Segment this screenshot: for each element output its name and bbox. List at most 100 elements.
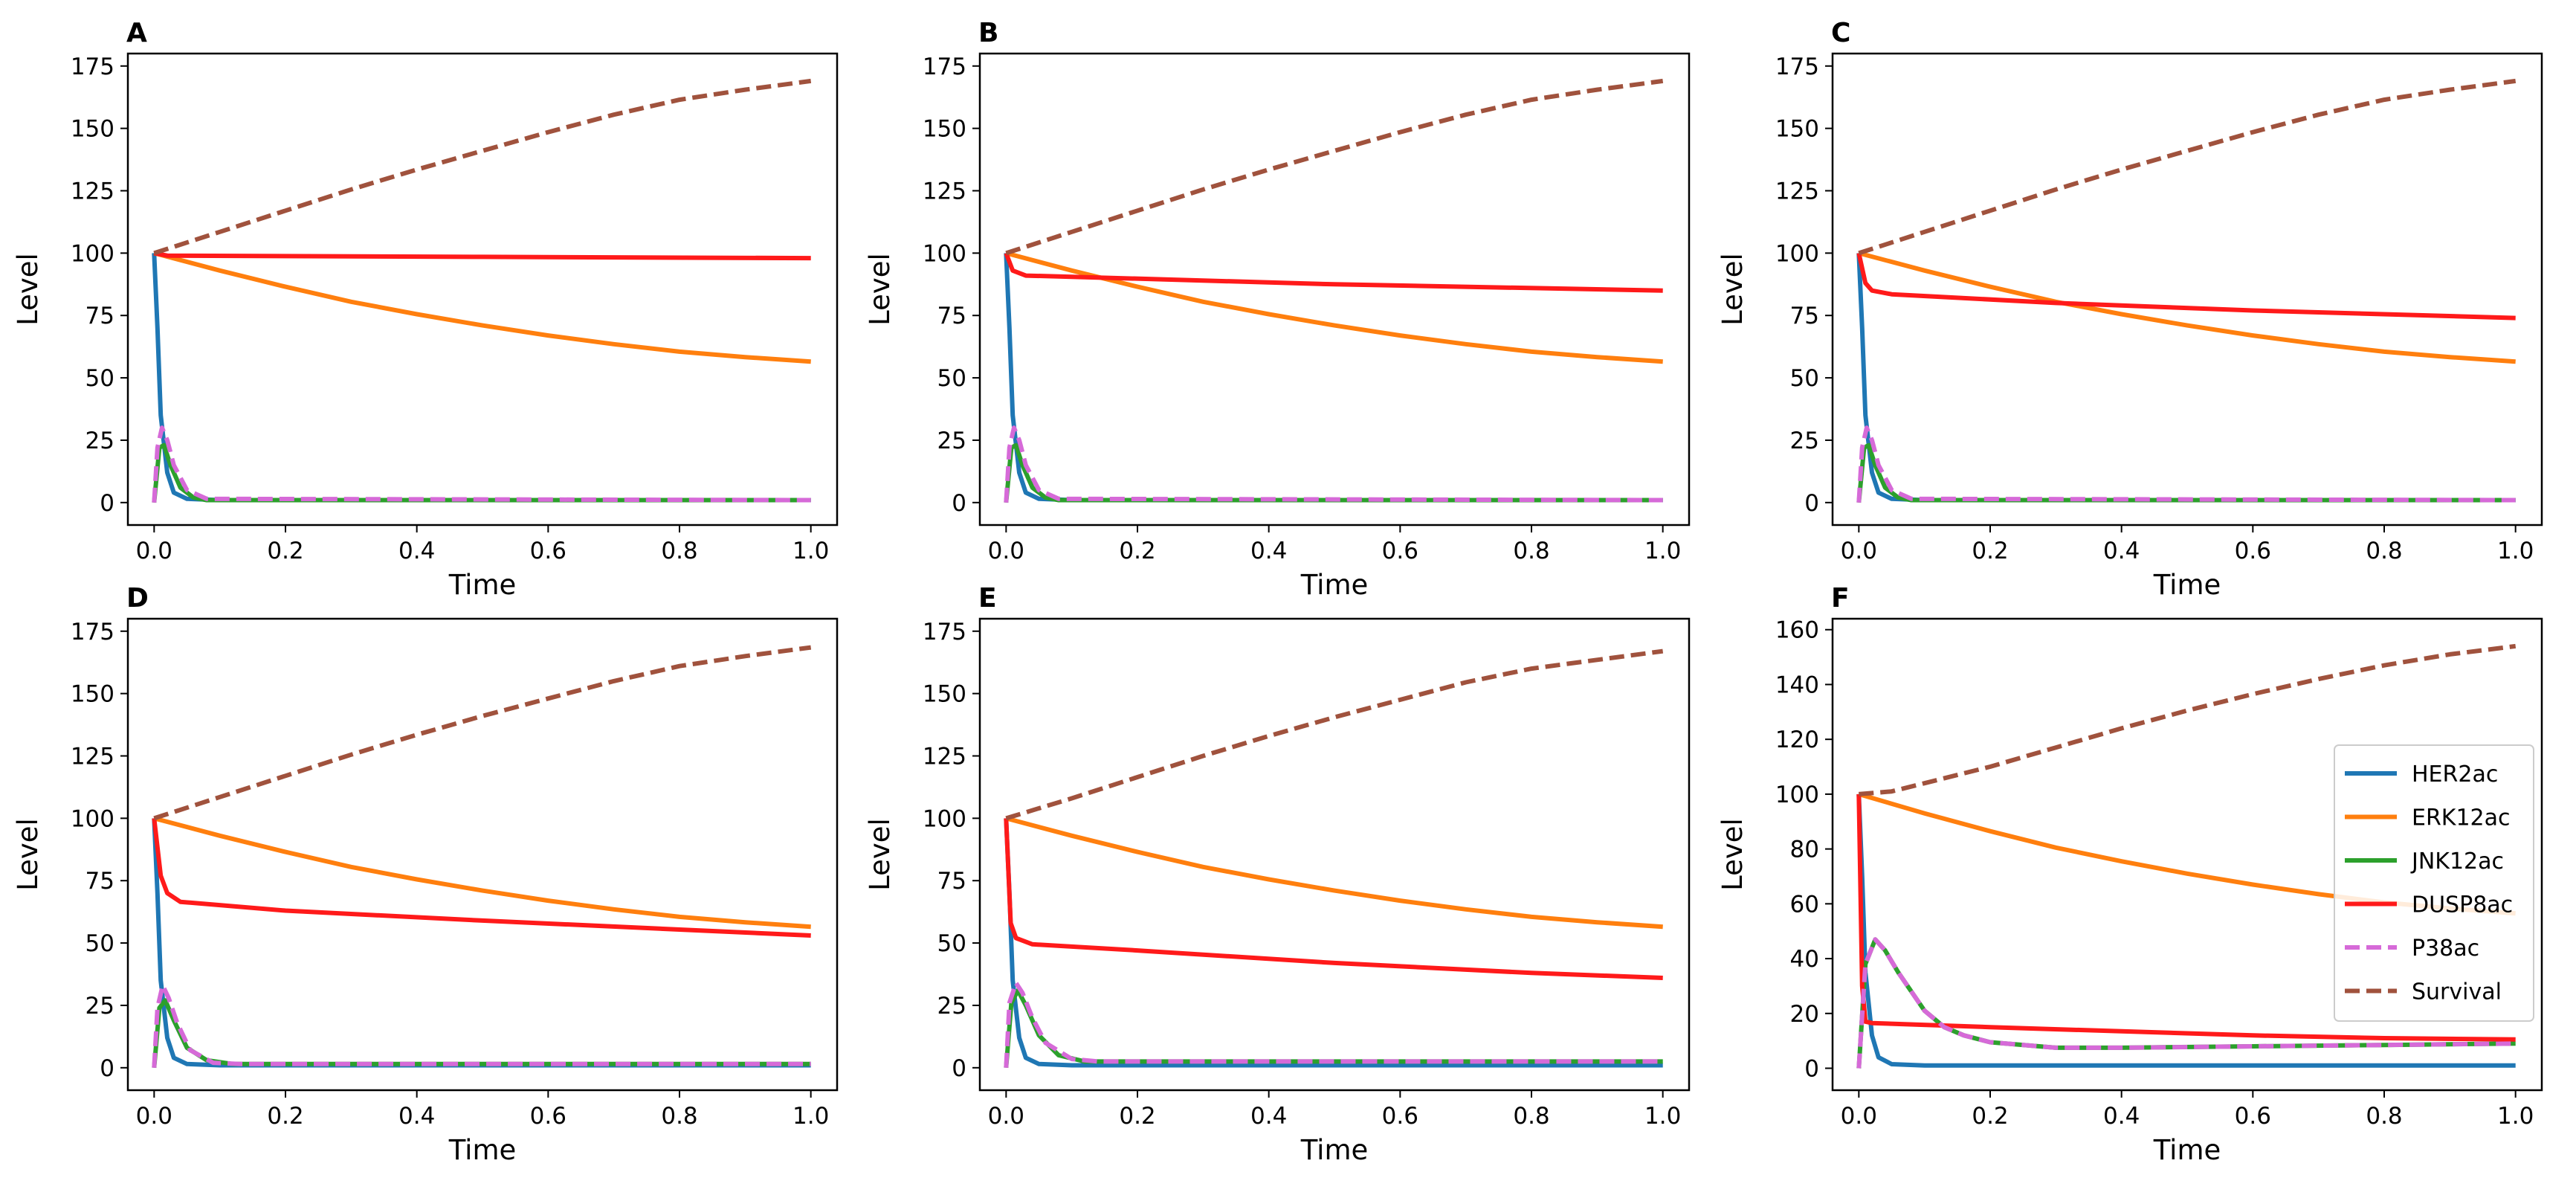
panel-e-xtick-label: 0.2 — [1119, 1103, 1155, 1130]
panel-c-series-survival — [1858, 78, 2517, 256]
panel-f-xtick-label: 0.4 — [2103, 1103, 2140, 1130]
panel-f-axes-frame — [1831, 617, 2543, 1092]
panel-f-xtick-label: 0.6 — [2235, 1103, 2271, 1130]
panel-b-xlabel: Time — [1300, 569, 1369, 601]
panel-f-xlabel: Time — [2153, 1134, 2221, 1166]
panel-f-ytick-label: 160 — [1775, 617, 1819, 644]
panel-e-series-erk12ac — [1005, 816, 1663, 930]
panel-d-ylabel: Level — [12, 818, 44, 891]
panel-f-ylabel: Level — [1717, 818, 1749, 891]
panel-e-xtick-label: 0.6 — [1382, 1103, 1418, 1130]
panel-a-ylabel: Level — [12, 253, 44, 326]
panel-b-xtick-label: 0.6 — [1382, 538, 1418, 564]
panel-a-xtick-label: 0.8 — [661, 538, 697, 564]
panel-c-ytick-label: 100 — [1775, 240, 1819, 267]
panel-e: E 0.0 0.2 0.4 0.6 0.8 1.0 0 25 50 75 100 125 150 175 Ti… — [864, 583, 1691, 1166]
panel-b-axes-frame — [978, 52, 1691, 527]
panel-a-ytick-label: 0 — [100, 490, 114, 517]
legend-label-survival: Survival — [2412, 979, 2502, 1005]
legend-label-jnk12ac: JNK12ac — [2410, 849, 2504, 875]
panel-b: B 0.0 0.2 0.4 0.6 0.8 1.0 0 25 50 75 100 125 150 175 Ti… — [864, 18, 1691, 601]
panel-e-series-jnk12ac — [1004, 988, 1663, 1069]
panel-d-axes-frame — [126, 617, 839, 1092]
panel-a-xtick-label: 1.0 — [793, 538, 829, 564]
panel-b-ytick-label: 100 — [923, 240, 966, 267]
panel-c-xtick-label: 0.0 — [1841, 538, 1877, 564]
panel-c-series-p38ac — [1856, 425, 2516, 503]
panel-b-xtick-label: 1.0 — [1644, 538, 1681, 564]
panel-f-series-p38ac — [1856, 937, 2516, 1069]
panel-f: F 0.0 0.2 0.4 0.6 0.8 1.0 0 20 40 60 80 100 120 140 160… — [1717, 583, 2543, 1166]
panel-d-series-dusp8ac — [152, 818, 811, 938]
panel-e-ytick-label: 0 — [952, 1055, 966, 1082]
panel-b-ytick-label: 175 — [923, 54, 966, 80]
panel-d-ytick-label: 0 — [100, 1055, 114, 1082]
panel-c-label: C — [1831, 18, 1850, 48]
panel-f-ytick-label: 60 — [1790, 891, 1819, 918]
panel-c-ytick-label: 125 — [1775, 178, 1819, 205]
panel-c-series-erk12ac — [1858, 251, 2516, 364]
panel-f-xtick-label: 1.0 — [2497, 1103, 2534, 1130]
panel-c-ytick-label: 50 — [1790, 365, 1819, 392]
panel-f-ytick-label: 100 — [1775, 782, 1819, 808]
panel-b-ytick-label: 0 — [952, 490, 966, 517]
panel-a-series-group — [152, 78, 812, 503]
panel-b-ylabel: Level — [864, 253, 896, 326]
panel-e-ytick-label: 150 — [923, 681, 966, 708]
panel-e-xlabel: Time — [1300, 1134, 1369, 1166]
panel-d-series-jnk12ac — [152, 998, 811, 1069]
panel-d-series-survival — [153, 645, 812, 821]
panel-d-series-her2ac — [152, 818, 811, 1068]
panel-e-xtick-label: 0.0 — [988, 1103, 1024, 1130]
panel-d-ytick-label: 75 — [85, 868, 114, 895]
panel-d-label: D — [126, 583, 149, 614]
panel-b-ytick-label: 75 — [937, 303, 966, 329]
panel-d-xtick-label: 0.4 — [398, 1103, 435, 1130]
panel-b-label: B — [978, 18, 998, 48]
panel-a-xtick-label: 0.0 — [136, 538, 172, 564]
panel-c-xtick-label: 0.6 — [2235, 538, 2271, 564]
panel-a-ytick-label: 175 — [71, 54, 114, 80]
legend-label-p38ac: P38ac — [2412, 936, 2479, 962]
panel-a-series-survival — [153, 78, 812, 256]
panel-e-series-dusp8ac — [1004, 818, 1663, 980]
panel-e-series-p38ac — [1004, 980, 1663, 1068]
panel-f-ytick-label: 20 — [1790, 1001, 1819, 1028]
panel-d-ytick-label: 100 — [71, 805, 114, 832]
panel-a-ytick-label: 125 — [71, 178, 114, 205]
panel-b-series-erk12ac — [1005, 251, 1663, 364]
panel-e-ytick-label: 25 — [937, 993, 966, 1020]
panel-b-ytick-label: 50 — [937, 365, 966, 392]
panel-f-xtick-label: 0.0 — [1841, 1103, 1877, 1130]
panel-b-series-survival — [1005, 78, 1664, 256]
panel-e-ytick-label: 175 — [923, 619, 966, 645]
legend-label-dusp8ac: DUSP8ac — [2412, 892, 2513, 918]
panel-a-series-jnk12ac — [152, 442, 811, 503]
panel-d-xtick-label: 1.0 — [793, 1103, 829, 1130]
panel-c-series-group — [1856, 78, 2517, 503]
panel-d-xtick-label: 0.8 — [661, 1103, 697, 1130]
panel-d-series-group — [152, 645, 812, 1069]
panel-d-xtick-label: 0.0 — [136, 1103, 172, 1130]
panel-e-xtick-label: 0.4 — [1250, 1103, 1287, 1130]
panel-c: C 0.0 0.2 0.4 0.6 0.8 1.0 0 25 50 75 100 125 150 175 Ti… — [1717, 18, 2543, 601]
panel-d: D 0.0 0.2 0.4 0.6 0.8 1.0 0 25 50 75 100 125 150 175 Ti… — [12, 583, 839, 1166]
panel-a-ytick-label: 100 — [71, 240, 114, 267]
panel-c-xlabel: Time — [2153, 569, 2221, 601]
panel-d-series-erk12ac — [153, 816, 811, 930]
legend-frame — [2334, 744, 2534, 1022]
panel-b-ytick-label: 125 — [923, 178, 966, 205]
panel-f-ytick-label: 140 — [1775, 672, 1819, 698]
panel-f-xtick-label: 0.8 — [2366, 1103, 2402, 1130]
panel-e-series-group — [1004, 648, 1664, 1069]
panel-d-ytick-label: 150 — [71, 681, 114, 708]
panel-e-ytick-label: 50 — [937, 930, 966, 957]
panel-a-xtick-label: 0.6 — [530, 538, 566, 564]
panel-d-xtick-label: 0.2 — [267, 1103, 303, 1130]
panel-d-series-p38ac — [152, 983, 811, 1068]
panel-d-ytick-label: 50 — [85, 930, 114, 957]
panel-b-xtick-label: 0.4 — [1250, 538, 1287, 564]
panel-a-series-dusp8ac — [153, 251, 811, 261]
panel-f-xtick-label: 0.2 — [1972, 1103, 2008, 1130]
